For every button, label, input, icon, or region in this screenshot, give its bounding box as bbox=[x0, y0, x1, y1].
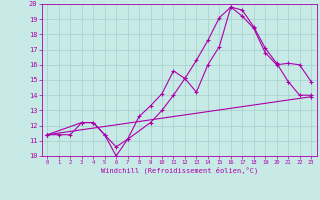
X-axis label: Windchill (Refroidissement éolien,°C): Windchill (Refroidissement éolien,°C) bbox=[100, 167, 258, 174]
